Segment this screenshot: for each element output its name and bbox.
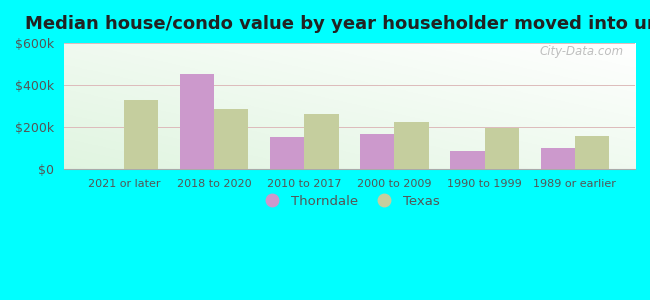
Title: Median house/condo value by year householder moved into unit: Median house/condo value by year househo… bbox=[25, 15, 650, 33]
Bar bbox=[485, 128, 519, 169]
Bar bbox=[214, 109, 248, 169]
Bar bbox=[395, 122, 429, 169]
Bar bbox=[575, 136, 609, 169]
Bar bbox=[180, 74, 214, 169]
Legend: Thorndale, Texas: Thorndale, Texas bbox=[254, 190, 445, 213]
Text: City-Data.com: City-Data.com bbox=[540, 45, 623, 58]
Bar bbox=[541, 148, 575, 169]
Bar bbox=[124, 100, 159, 169]
Bar bbox=[360, 134, 395, 169]
Bar bbox=[304, 114, 339, 169]
Bar bbox=[270, 136, 304, 169]
Bar bbox=[450, 151, 485, 169]
